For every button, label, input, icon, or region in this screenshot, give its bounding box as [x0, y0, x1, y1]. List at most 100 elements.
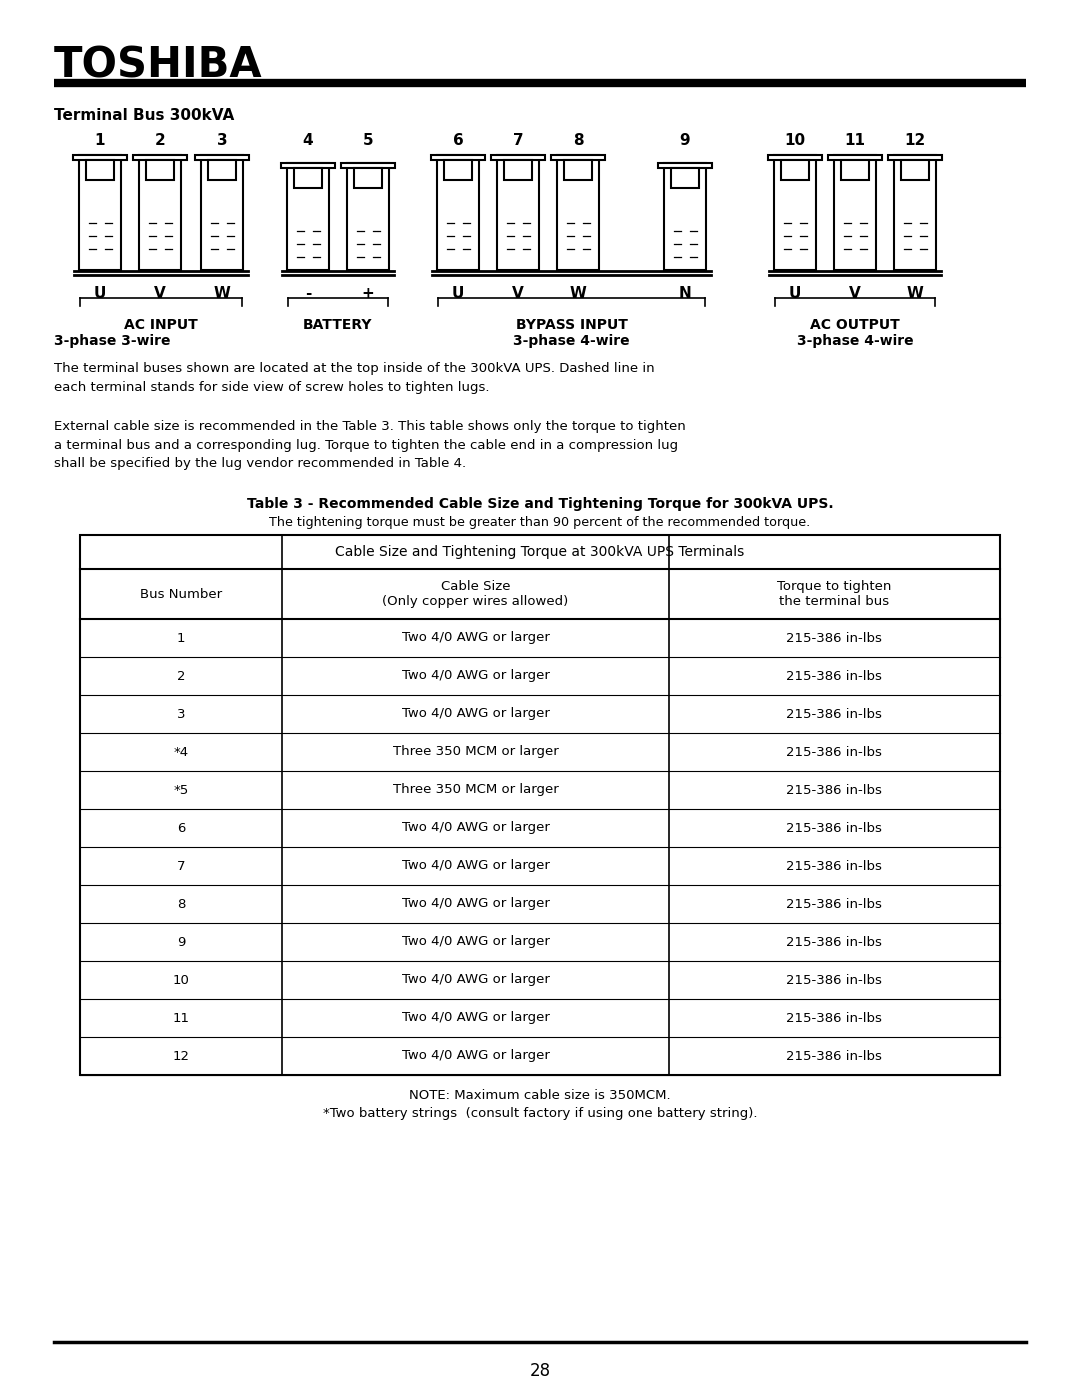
Text: 6: 6 — [453, 133, 463, 148]
Bar — [208, 161, 237, 180]
Bar — [774, 155, 816, 270]
Bar — [671, 168, 699, 189]
Text: *Two battery strings  (consult factory if using one battery string).: *Two battery strings (consult factory if… — [323, 1106, 757, 1120]
Bar — [437, 155, 480, 270]
Text: 215-386 in-lbs: 215-386 in-lbs — [786, 974, 882, 986]
Bar — [80, 535, 1000, 1076]
Bar — [551, 155, 605, 161]
Bar — [341, 163, 395, 168]
Text: 3: 3 — [217, 133, 227, 148]
Bar — [146, 161, 174, 180]
Text: Two 4/0 AWG or larger: Two 4/0 AWG or larger — [402, 707, 550, 721]
Text: 8: 8 — [177, 897, 186, 911]
Bar — [195, 155, 249, 161]
Text: The terminal buses shown are located at the top inside of the 300kVA UPS. Dashed: The terminal buses shown are located at … — [54, 362, 654, 394]
Bar — [901, 161, 929, 180]
Text: 215-386 in-lbs: 215-386 in-lbs — [786, 1049, 882, 1063]
Text: TOSHIBA: TOSHIBA — [54, 45, 262, 87]
Text: 7: 7 — [513, 133, 524, 148]
Bar — [347, 163, 389, 270]
Bar — [888, 155, 942, 161]
Text: Two 4/0 AWG or larger: Two 4/0 AWG or larger — [402, 1049, 550, 1063]
Text: BATTERY: BATTERY — [303, 319, 373, 332]
Text: 10: 10 — [784, 133, 806, 148]
Text: Cable Size
(Only copper wires allowed): Cable Size (Only copper wires allowed) — [382, 580, 569, 608]
Text: Bus Number: Bus Number — [140, 588, 222, 601]
Text: Three 350 MCM or larger: Three 350 MCM or larger — [393, 784, 558, 796]
Text: -: - — [305, 286, 311, 300]
Text: +: + — [362, 286, 375, 300]
Text: 1: 1 — [177, 631, 186, 644]
Text: 5: 5 — [363, 133, 374, 148]
Text: The tightening torque must be greater than 90 percent of the recommended torque.: The tightening torque must be greater th… — [269, 515, 811, 529]
Bar — [73, 155, 127, 161]
Bar — [894, 155, 936, 270]
Text: Cable Size and Tightening Torque at 300kVA UPS Terminals: Cable Size and Tightening Torque at 300k… — [336, 545, 744, 559]
Text: 215-386 in-lbs: 215-386 in-lbs — [786, 821, 882, 834]
Text: 215-386 in-lbs: 215-386 in-lbs — [786, 707, 882, 721]
Bar — [504, 161, 532, 180]
Bar — [86, 161, 114, 180]
Bar — [431, 155, 485, 161]
Text: 11: 11 — [173, 1011, 190, 1024]
Text: 2: 2 — [154, 133, 165, 148]
Text: V: V — [154, 286, 166, 300]
Bar — [564, 161, 592, 180]
Text: Two 4/0 AWG or larger: Two 4/0 AWG or larger — [402, 669, 550, 683]
Text: BYPASS INPUT: BYPASS INPUT — [515, 319, 627, 332]
Text: *5: *5 — [174, 784, 189, 796]
Text: Two 4/0 AWG or larger: Two 4/0 AWG or larger — [402, 974, 550, 986]
Text: 215-386 in-lbs: 215-386 in-lbs — [786, 631, 882, 644]
Bar — [201, 155, 243, 270]
Text: 3-phase 3-wire: 3-phase 3-wire — [54, 334, 171, 348]
Text: 12: 12 — [904, 133, 926, 148]
Text: 215-386 in-lbs: 215-386 in-lbs — [786, 669, 882, 683]
Text: N: N — [678, 286, 691, 300]
Bar — [828, 155, 882, 161]
Bar — [781, 161, 809, 180]
Text: 215-386 in-lbs: 215-386 in-lbs — [786, 1011, 882, 1024]
Text: Torque to tighten
the terminal bus: Torque to tighten the terminal bus — [778, 580, 892, 608]
Bar — [768, 155, 822, 161]
Text: External cable size is recommended in the Table 3. This table shows only the tor: External cable size is recommended in th… — [54, 420, 686, 469]
Text: 215-386 in-lbs: 215-386 in-lbs — [786, 746, 882, 759]
Bar — [834, 155, 876, 270]
Text: Terminal Bus 300kVA: Terminal Bus 300kVA — [54, 108, 234, 123]
Bar — [444, 161, 472, 180]
Text: U: U — [451, 286, 464, 300]
Text: Three 350 MCM or larger: Three 350 MCM or larger — [393, 746, 558, 759]
Bar — [841, 161, 869, 180]
Text: *4: *4 — [174, 746, 189, 759]
Text: 215-386 in-lbs: 215-386 in-lbs — [786, 897, 882, 911]
Text: Two 4/0 AWG or larger: Two 4/0 AWG or larger — [402, 631, 550, 644]
Text: W: W — [569, 286, 586, 300]
Text: 6: 6 — [177, 821, 186, 834]
Bar — [294, 168, 322, 189]
Text: 7: 7 — [177, 859, 186, 873]
Text: 1: 1 — [95, 133, 105, 148]
Bar — [133, 155, 187, 161]
Text: Two 4/0 AWG or larger: Two 4/0 AWG or larger — [402, 897, 550, 911]
Text: 9: 9 — [679, 133, 690, 148]
Text: V: V — [512, 286, 524, 300]
Text: 28: 28 — [529, 1362, 551, 1380]
Bar — [664, 163, 706, 270]
Text: 3-phase 4-wire: 3-phase 4-wire — [797, 334, 914, 348]
Text: 11: 11 — [845, 133, 865, 148]
Text: AC OUTPUT: AC OUTPUT — [810, 319, 900, 332]
Bar — [491, 155, 545, 161]
Text: Table 3 - Recommended Cable Size and Tightening Torque for 300kVA UPS.: Table 3 - Recommended Cable Size and Tig… — [246, 497, 834, 511]
Bar — [557, 155, 599, 270]
Text: Two 4/0 AWG or larger: Two 4/0 AWG or larger — [402, 1011, 550, 1024]
Text: U: U — [788, 286, 801, 300]
Text: Two 4/0 AWG or larger: Two 4/0 AWG or larger — [402, 936, 550, 949]
Text: U: U — [94, 286, 106, 300]
Bar — [354, 168, 382, 189]
Text: 8: 8 — [572, 133, 583, 148]
Text: 215-386 in-lbs: 215-386 in-lbs — [786, 784, 882, 796]
Bar — [287, 163, 329, 270]
Bar — [281, 163, 335, 168]
Text: 9: 9 — [177, 936, 186, 949]
Text: 2: 2 — [177, 669, 186, 683]
Text: NOTE: Maximum cable size is 350MCM.: NOTE: Maximum cable size is 350MCM. — [409, 1090, 671, 1102]
